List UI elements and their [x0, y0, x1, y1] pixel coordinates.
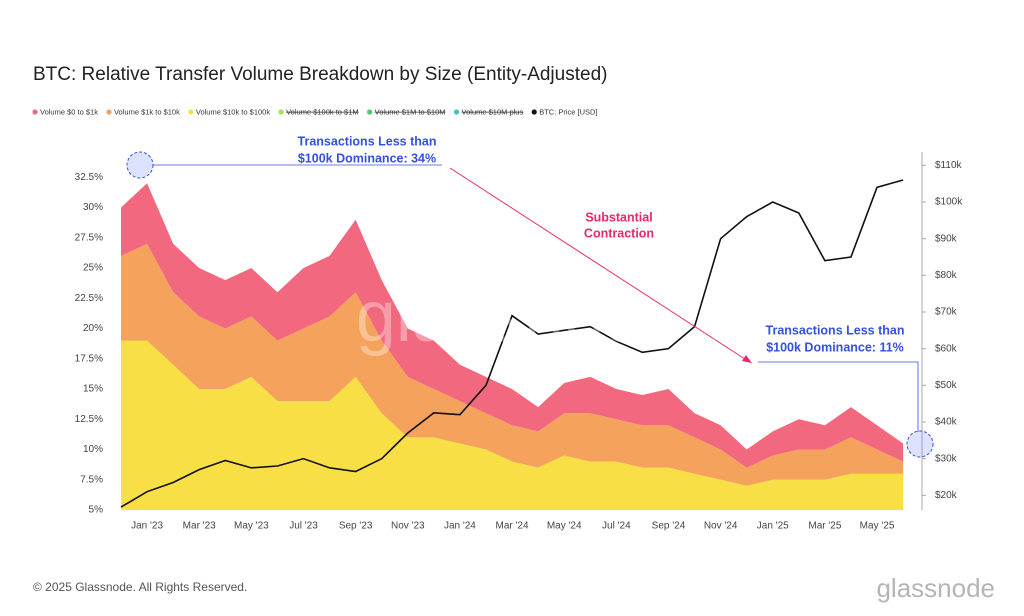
- annotation: Contraction: [584, 226, 654, 240]
- legend-label: Volume $10M plus: [462, 107, 524, 116]
- legend-label: Volume $0 to $1k: [40, 107, 98, 116]
- price-line: [120, 179, 904, 508]
- x-tick-label: May '25: [860, 521, 895, 532]
- y-tick-label: 5%: [89, 505, 104, 516]
- x-tick-label: Mar '24: [496, 521, 529, 532]
- y2-tick-label: $60k: [935, 343, 958, 354]
- y2-tick-label: $90k: [935, 233, 958, 244]
- annotation: Substantial: [585, 210, 652, 224]
- y-tick-label: 10%: [83, 444, 103, 455]
- legend-dot: [278, 109, 284, 115]
- y2-tick-label: $100k: [935, 197, 963, 208]
- legend-dot: [367, 109, 373, 115]
- y-tick-label: 32.5%: [75, 172, 103, 183]
- y-tick-label: 25%: [83, 263, 103, 274]
- y-tick-label: 27.5%: [75, 232, 103, 243]
- x-tick-label: Jul '24: [602, 521, 631, 532]
- legend-dot: [32, 109, 38, 115]
- area: [121, 340, 904, 510]
- y2-tick-label: $30k: [935, 453, 958, 464]
- x-tick-label: Jan '23: [131, 521, 163, 532]
- arrow-head: [742, 355, 752, 363]
- y-tick-label: 12.5%: [75, 414, 103, 425]
- y2-tick-label: $50k: [935, 380, 958, 391]
- area: [121, 243, 904, 486]
- legend-dot: [531, 109, 537, 115]
- annotation: Transactions Less than: [298, 134, 437, 148]
- y2-tick-label: $40k: [935, 417, 958, 428]
- area: [121, 183, 904, 468]
- legend-label: Volume $1k to $10k: [114, 107, 180, 116]
- highlight-circle: [126, 151, 154, 179]
- y-tick-label: 7.5%: [80, 474, 103, 485]
- annotation: Transactions Less than: [766, 323, 905, 337]
- x-tick-label: Jul '23: [289, 521, 318, 532]
- legend-label: Volume $1M to $10M: [375, 107, 446, 116]
- logo: glassnode: [876, 573, 995, 603]
- x-tick-label: Sep '24: [652, 521, 686, 532]
- y-tick-label: 22.5%: [75, 293, 103, 304]
- y-tick-label: 20%: [83, 323, 103, 334]
- x-tick-label: Mar '25: [808, 521, 841, 532]
- legend-dot: [106, 109, 112, 115]
- annotation: $100k Dominance: 11%: [766, 340, 904, 354]
- x-tick-label: Mar '23: [183, 521, 216, 532]
- legend-label: BTC: Price [USD]: [539, 107, 597, 116]
- y2-tick-label: $70k: [935, 307, 958, 318]
- x-tick-label: May '23: [234, 521, 269, 532]
- chart-title: BTC: Relative Transfer Volume Breakdown …: [33, 64, 607, 85]
- x-tick-label: Sep '23: [339, 521, 373, 532]
- legend-label: Volume $100k to $1M: [286, 107, 359, 116]
- legend-label: Volume $10k to $100k: [196, 107, 270, 116]
- plot-area: [120, 179, 904, 510]
- watermark: glassnode: [356, 277, 684, 357]
- x-tick-label: Jan '25: [757, 521, 789, 532]
- y2-tick-label: $110k: [935, 160, 963, 171]
- callout-line: [758, 361, 919, 432]
- legend-dot: [453, 109, 460, 115]
- x-tick-label: Jan '24: [444, 521, 476, 532]
- y2-tick-label: $20k: [935, 490, 958, 501]
- y-tick-label: 15%: [83, 384, 103, 395]
- x-tick-label: Nov '24: [704, 521, 738, 532]
- x-tick-label: May '24: [547, 521, 582, 532]
- legend-dot: [188, 109, 194, 115]
- y-tick-label: 17.5%: [75, 353, 103, 364]
- annotation: $100k Dominance: 34%: [298, 151, 436, 165]
- highlight-circle: [906, 430, 934, 458]
- y2-tick-label: $80k: [935, 270, 958, 281]
- x-tick-label: Nov '23: [391, 521, 425, 532]
- y-tick-label: 30%: [83, 202, 103, 213]
- contraction-arrow: [449, 167, 749, 362]
- footer: © 2025 Glassnode. All Rights Reserved.: [33, 580, 247, 594]
